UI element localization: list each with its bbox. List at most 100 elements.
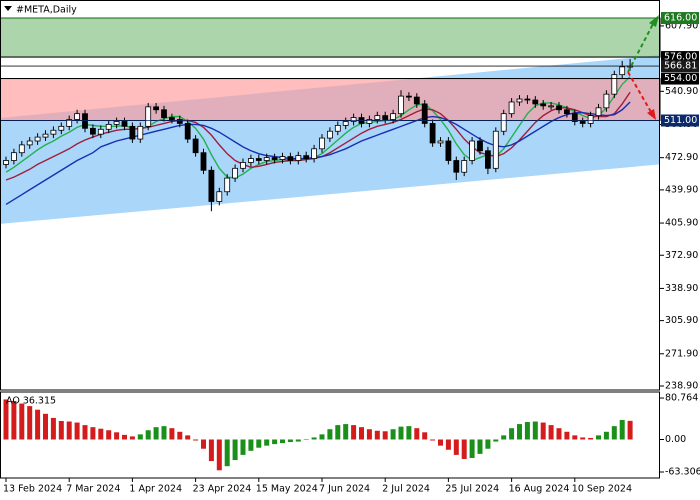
osc-bar xyxy=(114,432,120,440)
candle-body xyxy=(311,148,318,159)
candle-body xyxy=(611,74,618,95)
candle-body xyxy=(42,133,49,138)
candle-body xyxy=(26,140,33,146)
candle-body xyxy=(66,119,73,127)
osc-bar xyxy=(137,434,143,440)
up-arrow xyxy=(627,23,654,73)
osc-bar xyxy=(359,427,364,440)
osc-bar xyxy=(35,409,41,440)
osc-bar xyxy=(548,425,554,440)
candle-body xyxy=(429,123,436,144)
osc-bar xyxy=(287,439,293,443)
candle-body xyxy=(10,152,17,161)
candle-body xyxy=(121,121,128,127)
osc-bar xyxy=(524,422,530,440)
osc-bar xyxy=(145,430,151,440)
level-label: 616.00 xyxy=(664,13,697,24)
osc-bar xyxy=(66,421,72,440)
osc-y-tick-label: -63.306 xyxy=(665,466,700,477)
candle-body xyxy=(445,140,452,161)
osc-bar xyxy=(153,427,159,440)
osc-bar xyxy=(232,439,238,461)
candle-body xyxy=(516,98,523,103)
x-tick-label: 7 Jun 2024 xyxy=(319,484,370,495)
candle-body xyxy=(532,99,539,105)
candle-body xyxy=(295,155,302,161)
osc-bar xyxy=(540,422,546,440)
osc-bar xyxy=(564,431,570,440)
candle-body xyxy=(587,115,594,124)
candle-body xyxy=(366,119,373,124)
candle-body xyxy=(3,160,9,165)
osc-bar xyxy=(398,426,404,440)
main-frame xyxy=(0,0,660,391)
candle-body xyxy=(437,140,444,144)
candle-body xyxy=(603,93,610,109)
osc-bar xyxy=(224,439,230,467)
candle-body xyxy=(168,117,175,120)
osc-bar xyxy=(19,403,25,440)
y-tick-label: 472.90 xyxy=(665,152,698,163)
osc-bar xyxy=(477,439,483,454)
x-tick-label: 7 Mar 2024 xyxy=(66,484,120,495)
candle-body xyxy=(176,119,183,124)
osc-bar xyxy=(611,426,617,440)
osc-bar xyxy=(256,439,262,448)
osc-bar xyxy=(422,432,428,440)
osc-bar xyxy=(240,439,246,455)
candle-body xyxy=(390,113,397,120)
osc-bar xyxy=(185,435,191,440)
osc-bar xyxy=(588,437,594,440)
osc-bar xyxy=(264,439,270,446)
y-tick-label: 338.90 xyxy=(665,283,698,294)
forecast-arrows xyxy=(627,15,659,120)
candle-body xyxy=(334,124,341,132)
candle-body xyxy=(398,95,404,115)
osc-bar xyxy=(390,429,396,440)
candle-body xyxy=(208,169,215,202)
osc-bar xyxy=(382,431,388,440)
zone xyxy=(0,78,661,122)
menu-icon xyxy=(4,6,12,11)
osc-bar xyxy=(619,419,625,440)
osc-bar xyxy=(469,439,475,458)
osc-bar xyxy=(351,425,357,440)
osc-bar xyxy=(572,435,578,440)
zone xyxy=(0,17,661,58)
osc-bar xyxy=(596,435,601,440)
osc-bar xyxy=(343,424,349,440)
candle-body xyxy=(216,191,223,202)
osc-bar xyxy=(319,434,325,440)
current-price-label: 566.81 xyxy=(664,61,697,72)
osc-bar xyxy=(430,439,436,441)
back-layer xyxy=(0,17,661,471)
osc-bar xyxy=(50,417,56,440)
osc-bar xyxy=(208,439,214,462)
osc-bar xyxy=(177,431,183,440)
candle-body xyxy=(619,66,626,76)
candle-body xyxy=(271,157,278,160)
candle-body xyxy=(413,96,420,105)
candle-body xyxy=(184,123,191,140)
candle-body xyxy=(200,152,207,171)
level-box xyxy=(661,12,699,25)
osc-bar xyxy=(311,437,317,440)
osc-bar xyxy=(445,439,451,450)
candle-body xyxy=(82,113,88,129)
x-tick-label: 10 Sep 2024 xyxy=(572,484,632,495)
candle-body xyxy=(279,156,286,160)
osc-bar xyxy=(374,430,380,440)
osc-bar xyxy=(280,439,285,444)
osc-bar xyxy=(248,439,254,451)
y-tick-label: 238.90 xyxy=(665,380,698,391)
y-tick-label: 372.90 xyxy=(665,250,698,261)
candle-body xyxy=(319,137,325,150)
x-tick-label: 23 Apr 2024 xyxy=(193,484,252,495)
osc-bar xyxy=(485,439,491,449)
osc-bar xyxy=(406,426,412,440)
osc-bar xyxy=(58,421,64,440)
x-tick-label: 13 Feb 2024 xyxy=(3,484,62,495)
osc-bar xyxy=(82,425,88,440)
x-tick-label: 2 Jul 2024 xyxy=(382,484,430,495)
